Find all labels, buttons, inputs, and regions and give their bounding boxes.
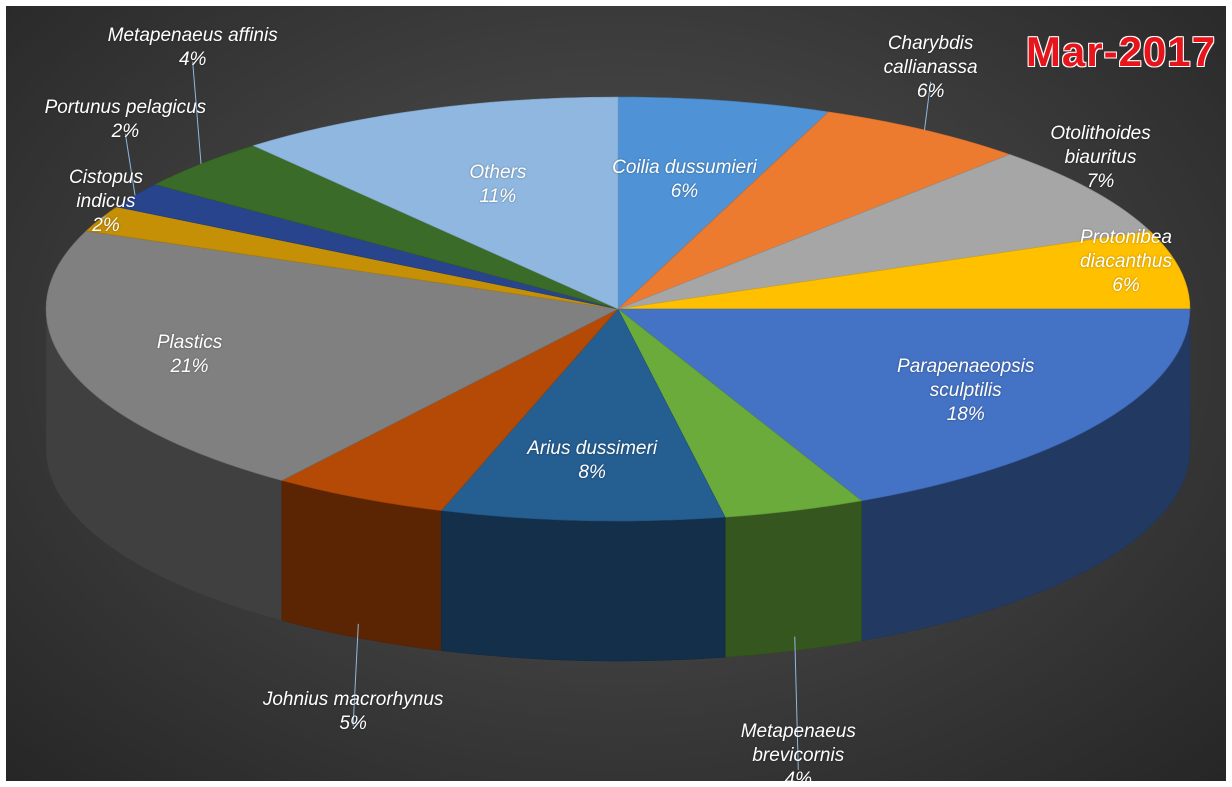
slice-label-1: Coilia dussumieri 6% [612, 156, 757, 204]
slice-label-7: Arius dussimeri 8% [527, 437, 657, 485]
pie-slice-2 [617, 111, 1011, 310]
slice-label-name: Others [469, 162, 527, 184]
slice-label-5: Parapenaeopsis sculptilis 18% [897, 355, 1034, 427]
chart-title: Mar-2017 [1025, 28, 1216, 75]
chart-area: Coilia dussumieri 6% Charybdis callianassa… [6, 6, 1226, 781]
slice-label-9: Plastics 21% [157, 331, 222, 379]
pie-slice-3 [617, 154, 1151, 310]
pie-slice-9 [45, 230, 619, 481]
pie-side-6 [724, 500, 862, 658]
slice-label-name: Protonibea diacanthus [1080, 227, 1172, 273]
slice-label-percent: 18% [946, 403, 985, 425]
slice-label-4: Protonibea diacanthus 6% [1080, 226, 1172, 298]
slice-label-name: Charybdis callianassa [883, 32, 978, 78]
slice-label-percent: 5% [339, 712, 367, 734]
slice-label-10: Cistopus indicus 2% [69, 166, 143, 238]
pie-side-walls [45, 308, 1191, 662]
slice-label-name: Parapenaeopsis sculptilis [897, 355, 1035, 401]
leader-line-2 [923, 81, 932, 131]
slice-label-name: Coilia dussumieri [612, 156, 757, 178]
pie-slice-5 [617, 308, 1191, 502]
pie-slice-13 [252, 96, 619, 310]
slice-label-percent: 6% [670, 180, 699, 202]
leader-line-8 [352, 623, 359, 726]
leader-line-12 [192, 61, 202, 164]
slice-label-name: Portunus pelagicus [44, 96, 207, 118]
slice-label-percent: 7% [1086, 171, 1115, 193]
slice-label-percent: 21% [170, 356, 209, 378]
slice-label-name: Metapenaeus brevicornis [740, 721, 856, 766]
slice-label-11: Portunus pelagicus 2% [45, 96, 207, 144]
pie-slice-7 [440, 308, 726, 522]
pie-chart [45, 61, 1191, 771]
slice-label-percent: 4% [178, 48, 207, 70]
pie-side-7 [440, 510, 726, 662]
slice-label-6: Metapenaeus brevicornis 4% [741, 720, 856, 781]
leader-line-11 [124, 133, 136, 196]
slice-label-name: Metapenaeus affinis [107, 24, 278, 46]
pie-slice-8 [280, 308, 619, 511]
slice-label-name: Arius dussimeri [527, 438, 658, 460]
pie-top [45, 96, 1191, 522]
slice-label-percent: 11% [479, 186, 517, 208]
slice-label-12: Metapenaeus affinis 4% [108, 24, 278, 72]
slice-label-name: Plastics [156, 332, 223, 354]
slice-label-name: Cistopus indicus [69, 167, 143, 213]
slice-label-percent: 8% [578, 462, 606, 484]
slice-label-percent: 4% [784, 769, 813, 781]
pie-slice-4 [617, 230, 1191, 310]
slice-label-13: Others 11% [469, 161, 526, 209]
leader-line-10 [100, 216, 107, 220]
slice-label-2: Charybdis callianassa 6% [884, 32, 978, 104]
slice-label-name: Johnius macrorhynus [262, 688, 444, 710]
leader-line-6 [794, 636, 799, 771]
slice-label-8: Johnius macrorhynus 5% [263, 688, 444, 736]
slice-label-percent: 6% [1112, 275, 1140, 297]
slice-label-percent: 2% [111, 120, 140, 142]
pie-slice-1 [617, 96, 830, 310]
leader-lines [100, 61, 932, 771]
slice-label-name: Otolithoides biauritus [1050, 123, 1151, 169]
slice-label-percent: 6% [916, 80, 945, 102]
slice-label-percent: 2% [92, 215, 120, 237]
slice-label-3: Otolithoides biauritus 7% [1038, 122, 1163, 194]
